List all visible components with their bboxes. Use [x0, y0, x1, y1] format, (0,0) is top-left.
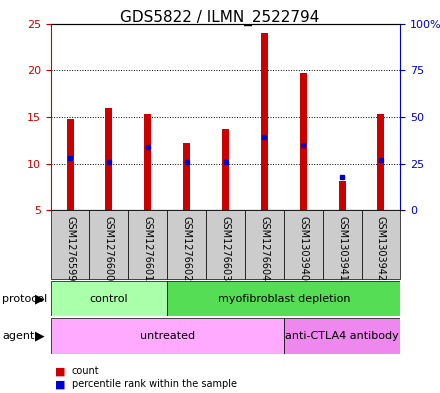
- Text: GDS5822 / ILMN_2522794: GDS5822 / ILMN_2522794: [120, 10, 320, 26]
- Bar: [144, 114, 151, 210]
- Bar: [323, 210, 362, 279]
- Bar: [128, 210, 167, 279]
- Text: GSM1303940: GSM1303940: [298, 216, 308, 281]
- Text: count: count: [72, 366, 99, 376]
- Text: GSM1303942: GSM1303942: [376, 216, 386, 281]
- Bar: [183, 143, 190, 210]
- Bar: [362, 210, 400, 279]
- Text: GSM1276600: GSM1276600: [104, 216, 114, 281]
- Text: control: control: [90, 294, 128, 304]
- Text: percentile rank within the sample: percentile rank within the sample: [72, 379, 237, 389]
- Bar: [261, 33, 268, 210]
- Text: ■: ■: [55, 366, 66, 376]
- Bar: [106, 108, 112, 210]
- Bar: [51, 210, 89, 279]
- Text: GSM1276601: GSM1276601: [143, 216, 153, 281]
- Bar: [167, 281, 400, 316]
- Text: GSM1276604: GSM1276604: [259, 216, 269, 281]
- Text: ▶: ▶: [35, 292, 44, 305]
- Text: anti-CTLA4 antibody: anti-CTLA4 antibody: [285, 331, 399, 341]
- Bar: [51, 281, 167, 316]
- Text: ■: ■: [55, 379, 66, 389]
- Bar: [51, 318, 284, 354]
- Text: ▶: ▶: [35, 329, 44, 343]
- Text: GSM1276603: GSM1276603: [220, 216, 231, 281]
- Bar: [300, 73, 307, 210]
- Text: GSM1276599: GSM1276599: [65, 216, 75, 281]
- Text: GSM1303941: GSM1303941: [337, 216, 347, 281]
- Text: myofibroblast depletion: myofibroblast depletion: [217, 294, 350, 304]
- Bar: [284, 318, 400, 354]
- Bar: [378, 114, 385, 210]
- Text: protocol: protocol: [2, 294, 48, 304]
- Bar: [284, 210, 323, 279]
- Bar: [222, 129, 229, 210]
- Bar: [89, 210, 128, 279]
- Bar: [339, 181, 345, 210]
- Bar: [245, 210, 284, 279]
- Bar: [206, 210, 245, 279]
- Text: agent: agent: [2, 331, 35, 341]
- Text: untreated: untreated: [139, 331, 195, 341]
- Text: GSM1276602: GSM1276602: [182, 216, 192, 281]
- Bar: [66, 119, 73, 210]
- Bar: [167, 210, 206, 279]
